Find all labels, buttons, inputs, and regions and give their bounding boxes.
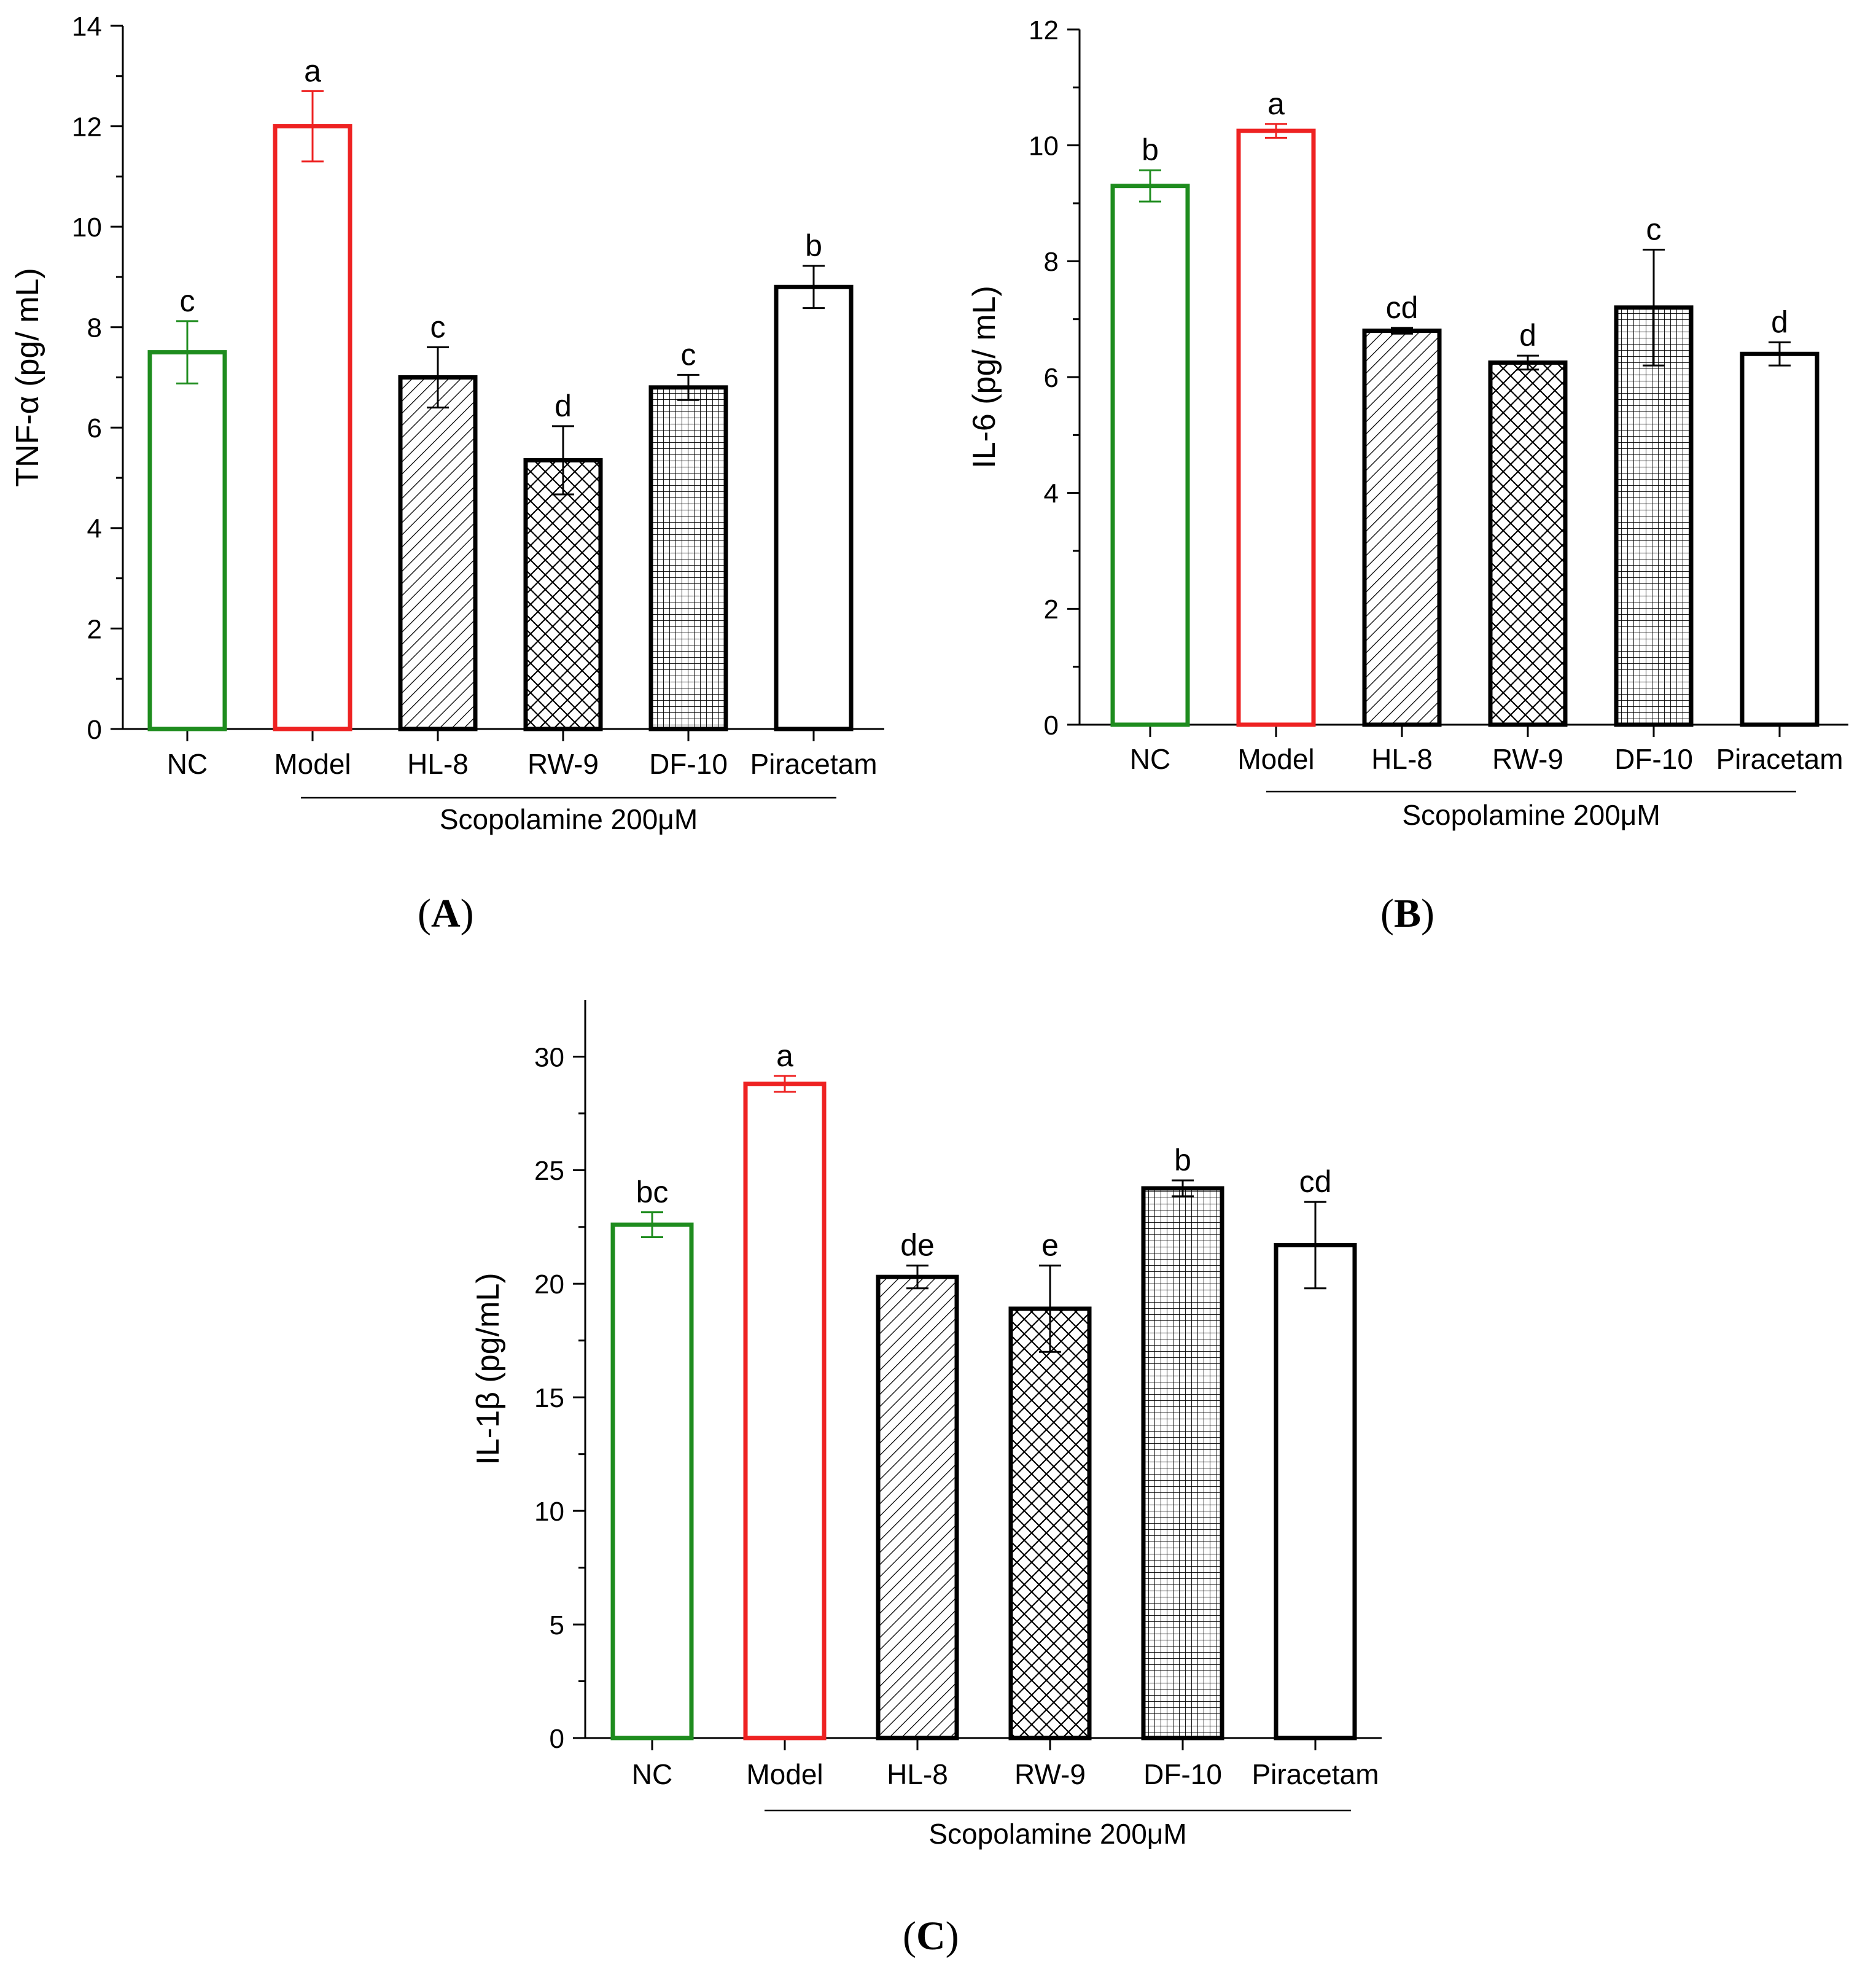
y-tick-label: 4: [87, 514, 102, 544]
significance-letter: a: [1267, 87, 1285, 121]
significance-letter: b: [1142, 133, 1159, 167]
significance-letter: cd: [1386, 290, 1419, 325]
bar-hl-8: [876, 1274, 959, 1740]
bar-rw-9: [1008, 1306, 1092, 1740]
bar-df-10: [1614, 305, 1694, 727]
x-tick-label: DF-10: [649, 748, 728, 780]
significance-letter: d: [555, 389, 572, 423]
x-tick-label: RW-9: [527, 748, 599, 780]
x-tick-label: Piracetam: [750, 748, 877, 780]
x-tick-label: Piracetam: [1251, 1758, 1379, 1790]
x-tick-label: DF-10: [1614, 743, 1693, 775]
bar-model: [1236, 128, 1316, 727]
bar-hl-8: [398, 375, 478, 731]
y-tick-label: 0: [1044, 711, 1059, 741]
y-tick-label: 12: [1029, 15, 1059, 45]
x-tick-label: NC: [167, 748, 208, 780]
y-tick-label: 30: [534, 1042, 564, 1072]
x-axis-title: Scopolamine 200μM: [440, 803, 698, 835]
significance-letter: de: [900, 1228, 935, 1263]
significance-letter: a: [776, 1039, 793, 1073]
x-tick-label: NC: [1130, 743, 1170, 775]
x-axis-title: Scopolamine 200μM: [928, 1818, 1186, 1850]
y-tick-label: 10: [534, 1497, 564, 1527]
x-tick-label: RW-9: [1014, 1758, 1086, 1790]
significance-letter: d: [1519, 318, 1536, 353]
x-tick-label: Piracetam: [1716, 743, 1843, 775]
bar-nc: [147, 350, 227, 731]
panel-c-label: (C): [903, 1914, 959, 1959]
y-tick-label: 4: [1044, 479, 1059, 509]
y-tick-label: 0: [550, 1724, 564, 1754]
panel-c-chart: 0 5 10 15 20 25 30 IL-1β (pg/mL) bc NC a Model de HL-…: [470, 1000, 1382, 1850]
y-tick-label: 8: [87, 313, 102, 343]
bar-piracetam: [774, 284, 854, 731]
bar-piracetam: [1274, 1242, 1357, 1740]
significance-letter: b: [805, 228, 822, 263]
bar-piracetam: [1740, 351, 1820, 727]
y-tick-label: 12: [72, 112, 102, 142]
y-tick-label: 25: [534, 1156, 564, 1186]
bar-nc: [1110, 184, 1190, 727]
x-tick-label: Model: [1237, 743, 1314, 775]
significance-letter: cd: [1299, 1164, 1332, 1199]
bar-df-10: [1141, 1186, 1224, 1740]
x-tick-label: NC: [632, 1758, 672, 1790]
y-tick-label: 2: [1044, 594, 1059, 625]
y-tick-label: 8: [1044, 247, 1059, 277]
y-tick-label: 10: [1029, 131, 1059, 162]
significance-letter: e: [1041, 1228, 1059, 1263]
significance-letter: a: [304, 53, 321, 88]
significance-letter: c: [1646, 212, 1662, 246]
significance-letter: b: [1174, 1143, 1191, 1177]
panel-a-chart: 0 2 4 6 8 10 12 14 TNF-α (pg/ mL) c NC a Model c HL-8 d…: [10, 12, 884, 835]
y-tick-label: 20: [534, 1269, 564, 1300]
panel-b-label: (B): [1380, 891, 1434, 936]
y-tick-label: 6: [1044, 363, 1059, 393]
panel-a-label: (A): [418, 891, 474, 936]
y-tick-label: 6: [87, 413, 102, 443]
x-tick-label: Model: [274, 748, 351, 780]
x-tick-label: HL-8: [407, 748, 469, 780]
y-tick-label: 5: [550, 1610, 564, 1640]
y-tick-label: 10: [72, 212, 102, 243]
bar-df-10: [648, 385, 728, 731]
x-tick-label: DF-10: [1143, 1758, 1222, 1790]
y-axis-title: TNF-α (pg/ mL): [10, 268, 45, 487]
significance-letter: c: [180, 284, 195, 318]
significance-letter: c: [681, 337, 696, 372]
y-tick-label: 0: [87, 715, 102, 745]
bar-rw-9: [1488, 360, 1568, 727]
bar-model: [273, 124, 352, 731]
bar-nc: [610, 1222, 694, 1740]
x-axis-title: Scopolamine 200μM: [1402, 799, 1660, 831]
y-axis-title: IL-6 (pg/ mL): [967, 286, 1002, 469]
x-tick-label: Model: [746, 1758, 823, 1790]
significance-letter: c: [430, 310, 446, 344]
bar-model: [743, 1082, 827, 1740]
bar-hl-8: [1362, 329, 1442, 727]
y-tick-label: 14: [72, 12, 102, 42]
y-tick-label: 2: [87, 614, 102, 644]
bar-rw-9: [523, 458, 603, 731]
y-axis-title: IL-1β (pg/mL): [470, 1273, 506, 1465]
y-tick-label: 15: [534, 1383, 564, 1413]
x-tick-label: HL-8: [887, 1758, 948, 1790]
x-tick-label: HL-8: [1371, 743, 1433, 775]
x-tick-label: RW-9: [1492, 743, 1563, 775]
significance-letter: d: [1771, 305, 1788, 339]
significance-letter: bc: [636, 1175, 669, 1209]
